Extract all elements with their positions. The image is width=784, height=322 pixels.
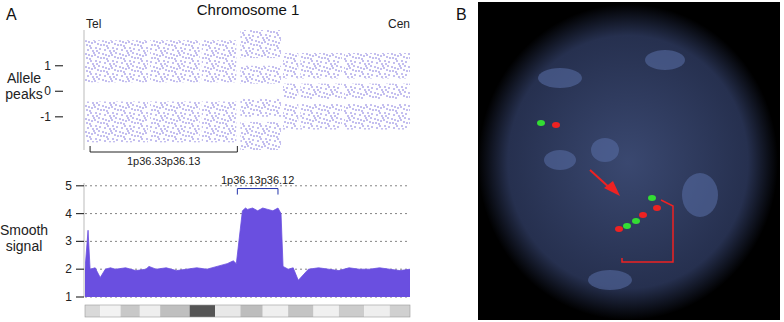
- fish-signal: [632, 218, 640, 224]
- allele-band: [202, 101, 237, 142]
- arrowhead: [604, 181, 620, 196]
- end-label: Cen: [388, 17, 410, 31]
- chromatin: [645, 50, 685, 70]
- bracket: [237, 189, 278, 195]
- cytoband: [314, 305, 339, 317]
- cytoband: [121, 305, 140, 317]
- tick: [76, 269, 84, 270]
- cytoband: [364, 305, 389, 317]
- allele-band: [85, 40, 148, 82]
- panel-label: A: [6, 6, 17, 23]
- tick: [55, 116, 63, 117]
- image-bg: [478, 2, 780, 320]
- allele-band: [344, 104, 410, 130]
- fish-signal: [639, 212, 647, 218]
- fish-signal: [648, 195, 656, 201]
- chromatin: [588, 270, 632, 290]
- cytoband: [240, 305, 262, 317]
- title: Chromosome 1: [197, 1, 300, 18]
- tick: [76, 296, 84, 297]
- fish-signal: [623, 223, 631, 229]
- axis-title: Allelepeaks: [5, 70, 42, 102]
- allele-band: [150, 101, 200, 142]
- cytoband: [339, 305, 364, 317]
- allele-band: [283, 53, 298, 79]
- allele-band: [150, 40, 200, 82]
- annotation: 1p36.13p36.12: [221, 174, 294, 186]
- fish-signal: [552, 122, 560, 128]
- signal-plot: [85, 208, 410, 297]
- tick-label: -1: [40, 110, 51, 124]
- tick-label: 4: [65, 207, 72, 221]
- cytoband: [288, 305, 313, 317]
- allele-band: [300, 53, 342, 79]
- bracket: [90, 146, 237, 152]
- chromatin: [538, 68, 582, 88]
- tick-label: 3: [65, 234, 72, 248]
- cytoband: [160, 305, 189, 317]
- allele-band: [300, 84, 342, 99]
- ideogram: [85, 305, 410, 317]
- cytoband: [215, 305, 240, 317]
- allele-band: [202, 40, 237, 82]
- annotation: 1p36.33p36.13: [127, 155, 200, 167]
- cytoband: [263, 305, 288, 317]
- allele-band: [283, 84, 298, 99]
- tick-label: 0: [44, 84, 51, 98]
- panel-label: B: [456, 6, 467, 23]
- allele-band: [240, 99, 281, 117]
- fish-signal: [615, 226, 623, 232]
- tick-label: 5: [65, 179, 72, 193]
- chromatin: [682, 173, 718, 217]
- tick-label: 2: [65, 262, 72, 276]
- allele-band: [240, 66, 281, 84]
- cytoband: [85, 305, 100, 317]
- fish-signal: [653, 205, 661, 211]
- allele-band: [240, 122, 281, 150]
- signal-area: [85, 208, 410, 297]
- cytoband: [390, 305, 410, 317]
- fish-signal: [537, 120, 545, 126]
- bracket-marker: [622, 200, 673, 262]
- tick: [76, 213, 84, 214]
- figure: A B Chromosome 1 Tel Cen 1 0 -1 Allelepeaks 1p36.…: [0, 0, 784, 322]
- y-axis: [84, 183, 85, 297]
- chromatin: [591, 138, 619, 162]
- axis-title-line: Smooth: [0, 222, 48, 238]
- axis-title-line: signal: [6, 238, 43, 254]
- fish-image: [478, 2, 780, 320]
- cytoband: [100, 305, 120, 317]
- tick-label: 1: [65, 290, 72, 304]
- axis-title: Smoothsignal: [0, 222, 48, 254]
- allele-band: [85, 101, 148, 142]
- allele-band: [344, 84, 410, 99]
- tick: [55, 65, 63, 66]
- end-label: Tel: [86, 17, 101, 31]
- allele-band: [344, 53, 410, 79]
- tick: [76, 185, 84, 186]
- allele-band: [240, 30, 281, 58]
- chromatin: [544, 150, 576, 170]
- nucleus: [478, 4, 778, 320]
- cytoband: [140, 305, 160, 317]
- axis-title-line: Allele: [7, 70, 41, 86]
- allele-band: [300, 104, 342, 130]
- tick: [76, 241, 84, 242]
- allele-band: [283, 104, 298, 130]
- tick-label: 1: [44, 59, 51, 73]
- ideogram-frame: [85, 305, 410, 317]
- tick: [55, 91, 63, 92]
- axis-title-line: peaks: [5, 86, 42, 102]
- allele-plot: [85, 30, 410, 150]
- y-axis: [84, 30, 85, 150]
- cytoband: [190, 305, 215, 317]
